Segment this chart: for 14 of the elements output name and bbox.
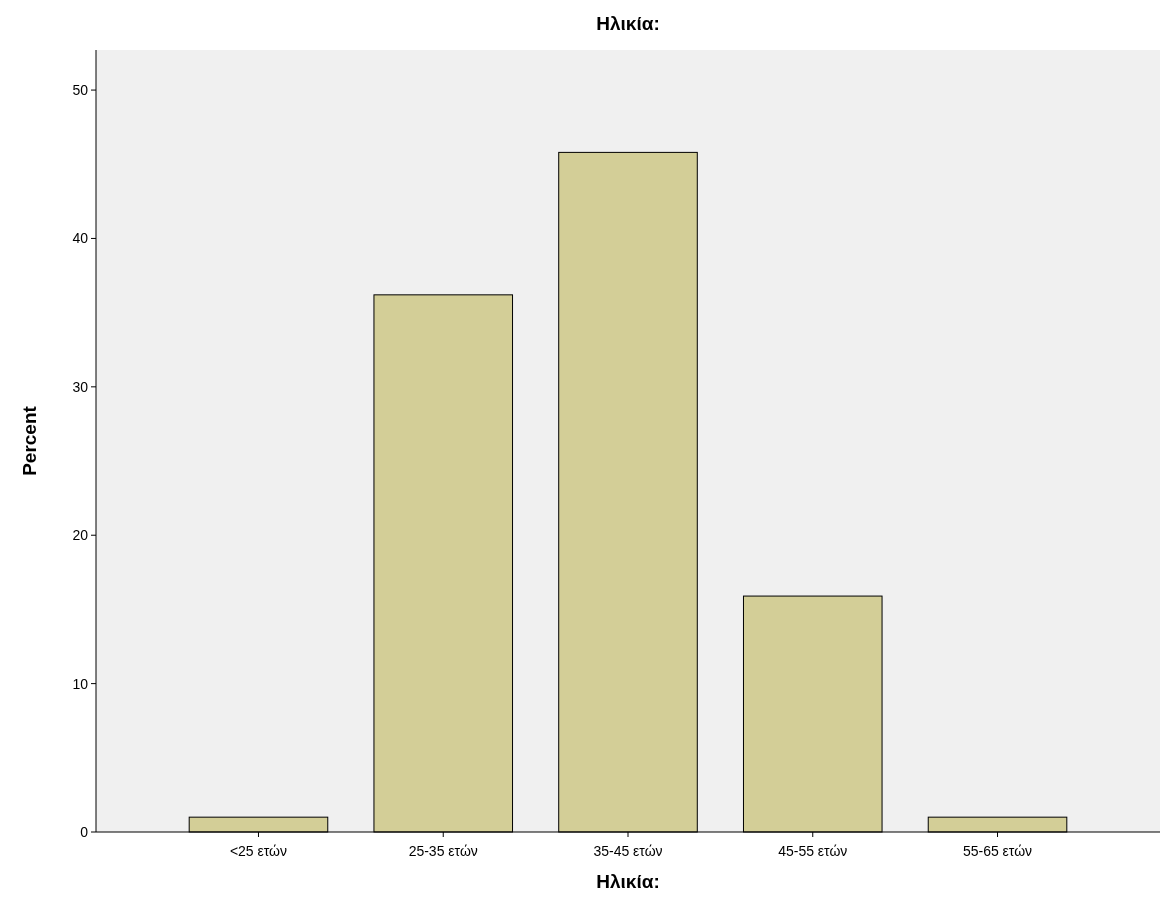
y-tick-label: 40: [72, 230, 89, 247]
y-tick-label: 20: [72, 527, 89, 544]
x-tick-label: 55-65 ετών: [962, 843, 1033, 859]
y-tick-label: 10: [72, 675, 89, 692]
y-axis-title: Percent: [19, 405, 40, 476]
x-axis-title: Ηλικία:: [596, 871, 660, 892]
y-tick-label: 30: [72, 378, 89, 395]
y-tick-label: 50: [72, 81, 89, 98]
chart-title: Ηλικία:: [596, 13, 660, 34]
x-tick-label: <25 ετών: [229, 843, 288, 859]
x-tick-label: 25-35 ετών: [408, 843, 478, 859]
x-tick-label: 35-45 ετών: [593, 843, 663, 859]
x-tick-label: 45-55 ετών: [778, 843, 848, 859]
y-tick-label: 0: [80, 823, 89, 840]
